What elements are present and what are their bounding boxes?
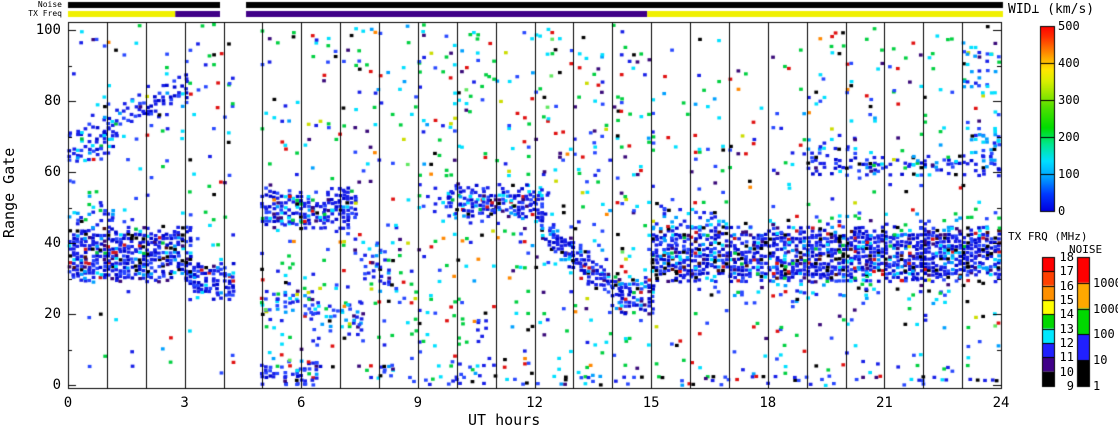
txfrq-colorbar-tick-label: 11	[1059, 350, 1074, 365]
x-tick-label: 6	[297, 395, 306, 411]
y-tick-label: 40	[44, 235, 61, 251]
x-tick-label: 9	[413, 395, 423, 411]
x-tick-label: 15	[642, 395, 660, 411]
x-tick-label: 12	[526, 395, 543, 411]
txfrq-colorbar-tick-label: 17	[1059, 264, 1074, 279]
noise-colorbar-tick-label: 10	[1093, 353, 1108, 368]
noise-colorbar-tick-label: 1	[1093, 379, 1101, 393]
x-tick-label: 21	[875, 395, 893, 411]
txfrq-colorbar-tick-label: 13	[1059, 321, 1074, 336]
txfrq-colorbar-tick-label: 15	[1059, 293, 1074, 307]
noise-colorbar-tick-label: 100	[1093, 327, 1115, 342]
noise-bar-label: Noise	[37, 0, 62, 9]
y-axis-title: Range Gate	[0, 147, 18, 239]
wid-colorbar-tick-label: 0	[1058, 204, 1066, 218]
wid-colorbar-tick-label: 100	[1058, 167, 1080, 181]
wid-colorbar-title: WID⊥ (km/s)	[1008, 2, 1095, 17]
x-tick-label: 0	[63, 395, 73, 411]
txfrq-colorbar-title: TX FRQ (MHz)	[1008, 230, 1088, 243]
txfrq-colorbar-tick-label: 16	[1059, 278, 1074, 293]
txfrq-colorbar-tick-label: 10	[1059, 364, 1074, 379]
wid-colorbar-tick-label: 300	[1058, 93, 1080, 107]
x-tick-label: 3	[180, 395, 189, 411]
noise-colorbar-title: NOISE	[1069, 243, 1103, 256]
y-tick-label: 0	[52, 377, 61, 393]
wid-colorbar-tick-label: 500	[1058, 19, 1080, 33]
x-tick-label: 18	[759, 395, 777, 411]
y-tick-label: 20	[44, 306, 61, 322]
txfrq-colorbar-tick-label: 9	[1066, 379, 1074, 393]
y-tick-label: 80	[44, 93, 61, 109]
y-tick-label: 100	[35, 22, 61, 38]
x-axis-title: UT hours	[468, 411, 541, 429]
txfreq-bar-label: TX Freq	[28, 9, 62, 18]
x-tick-label: 24	[992, 395, 1010, 411]
txfrq-colorbar-tick-label: 14	[1059, 307, 1074, 322]
noise-colorbar-tick-label: 10000	[1093, 275, 1118, 290]
txfrq-colorbar-tick-label: 18	[1059, 250, 1074, 264]
y-tick-label: 60	[44, 164, 61, 180]
wid-colorbar-tick-label: 200	[1058, 130, 1080, 144]
wid-colorbar-tick-label: 400	[1058, 56, 1080, 70]
txfrq-colorbar-tick-label: 12	[1059, 336, 1074, 350]
